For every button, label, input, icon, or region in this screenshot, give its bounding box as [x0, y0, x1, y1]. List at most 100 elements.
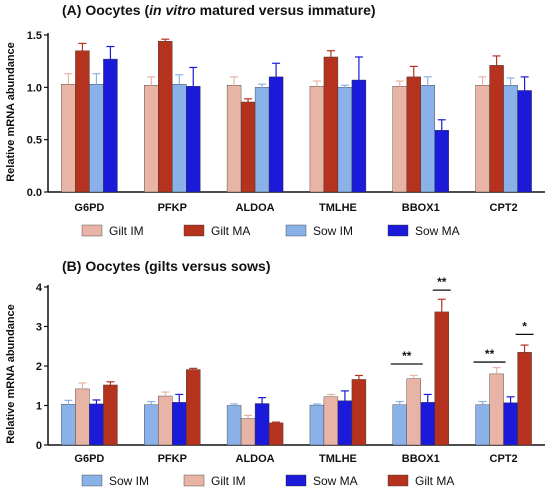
legend-label: Gilt MA — [211, 224, 250, 238]
x-tick-label: ALDOA — [236, 453, 275, 465]
legend-label: Sow IM — [313, 224, 353, 238]
legend-label: Sow IM — [109, 474, 149, 488]
legend-swatch — [285, 224, 307, 237]
bar — [61, 83, 76, 193]
x-tick-label: CPT2 — [490, 453, 518, 465]
y-tick-label: 2 — [36, 361, 42, 373]
chart-b-ylabel: Relative mRNA abundance — [5, 304, 17, 444]
bar — [517, 351, 532, 446]
bar — [158, 395, 173, 446]
significance-label: * — [522, 319, 527, 333]
bar — [351, 379, 367, 446]
bar — [226, 405, 242, 446]
y-tick-label: 4 — [36, 282, 43, 294]
bar — [254, 87, 270, 193]
bar — [240, 101, 256, 193]
legend-swatch — [387, 474, 409, 487]
bar — [89, 403, 104, 446]
legend-label: Sow MA — [415, 224, 460, 238]
bar — [337, 87, 353, 193]
bar — [475, 85, 490, 193]
legend-swatch — [81, 224, 103, 237]
bar — [61, 404, 76, 446]
legend-swatch — [81, 474, 103, 487]
bar — [392, 404, 407, 446]
x-tick-label: ALDOA — [236, 202, 275, 214]
chart-b: (B) Oocytes (gilts versus sows) Relative… — [5, 258, 545, 465]
bar — [351, 79, 367, 193]
bar — [268, 422, 284, 446]
x-tick-label: PFKP — [158, 453, 187, 465]
bar — [186, 369, 201, 446]
legend-label: Gilt MA — [415, 474, 454, 488]
bar — [309, 404, 325, 446]
bar — [268, 76, 284, 193]
bar — [517, 90, 532, 193]
chart-a-title: (A) Oocytes (in vitro matured versus imm… — [62, 2, 376, 18]
bar — [392, 86, 407, 193]
bar — [144, 85, 159, 193]
x-tick-label: G6PD — [74, 453, 104, 465]
bar — [75, 388, 90, 446]
bar — [434, 130, 449, 193]
y-tick-label: 1.0 — [27, 82, 42, 94]
bar — [434, 311, 449, 446]
x-tick-label: TMLHE — [319, 453, 357, 465]
y-tick-label: 1 — [36, 401, 42, 413]
legend-label: Sow MA — [313, 474, 358, 488]
x-tick-label: G6PD — [74, 202, 104, 214]
bar — [172, 83, 187, 193]
chart-a-ylabel: Relative mRNA abundance — [5, 42, 17, 182]
bar — [309, 86, 325, 193]
chart-a-plot: 0.0 0.5 1.0 1.5 G6PD PFKP ALDOA TMLHE BBOX1 CPT2 — [27, 30, 545, 214]
bar — [406, 76, 421, 193]
legend-label: Gilt IM — [211, 474, 246, 488]
x-tick-label: TMLHE — [319, 202, 357, 214]
significance-label: ** — [402, 349, 412, 363]
x-tick-label: BBOX1 — [402, 202, 440, 214]
legend-swatch — [387, 224, 409, 237]
chart-b-title: (B) Oocytes (gilts versus sows) — [62, 258, 271, 274]
legend-swatch — [183, 224, 205, 237]
legend-swatch — [285, 474, 307, 487]
x-tick-label: PFKP — [158, 202, 187, 214]
bar — [186, 86, 201, 193]
x-tick-label: CPT2 — [490, 202, 518, 214]
bar — [503, 402, 518, 446]
bar — [172, 402, 187, 446]
legend-label: Gilt IM — [109, 224, 144, 238]
bar — [254, 403, 270, 446]
bar — [503, 85, 518, 193]
bar — [337, 400, 353, 446]
legend-swatch — [183, 474, 205, 487]
bar — [103, 384, 118, 446]
y-tick-label: 0.5 — [27, 135, 42, 147]
bar — [75, 50, 90, 193]
bar — [144, 404, 159, 446]
bar — [226, 85, 242, 193]
bar — [103, 58, 118, 193]
bar — [158, 41, 173, 193]
bar — [475, 404, 490, 446]
bar — [406, 378, 421, 446]
y-tick-label: 0.0 — [27, 187, 42, 199]
chart-a: (A) Oocytes (in vitro matured versus imm… — [5, 2, 545, 214]
x-tick-label: BBOX1 — [402, 453, 440, 465]
y-tick-label: 0 — [36, 440, 42, 452]
significance-label: ** — [437, 275, 447, 289]
bar — [420, 85, 435, 193]
chart-a-legend: Gilt IM Gilt MA Sow IM Sow MA — [81, 224, 460, 238]
bar — [89, 83, 104, 193]
bar — [323, 396, 339, 446]
chart-b-legend: Sow IM Gilt IM Sow MA Gilt MA — [81, 474, 454, 488]
y-tick-label: 3 — [36, 322, 42, 334]
bar — [420, 402, 435, 446]
significance-label: ** — [485, 347, 495, 361]
bar — [489, 373, 504, 446]
bar — [240, 418, 256, 446]
bar — [323, 56, 339, 193]
bar — [489, 65, 504, 193]
y-tick-label: 1.5 — [27, 30, 42, 42]
